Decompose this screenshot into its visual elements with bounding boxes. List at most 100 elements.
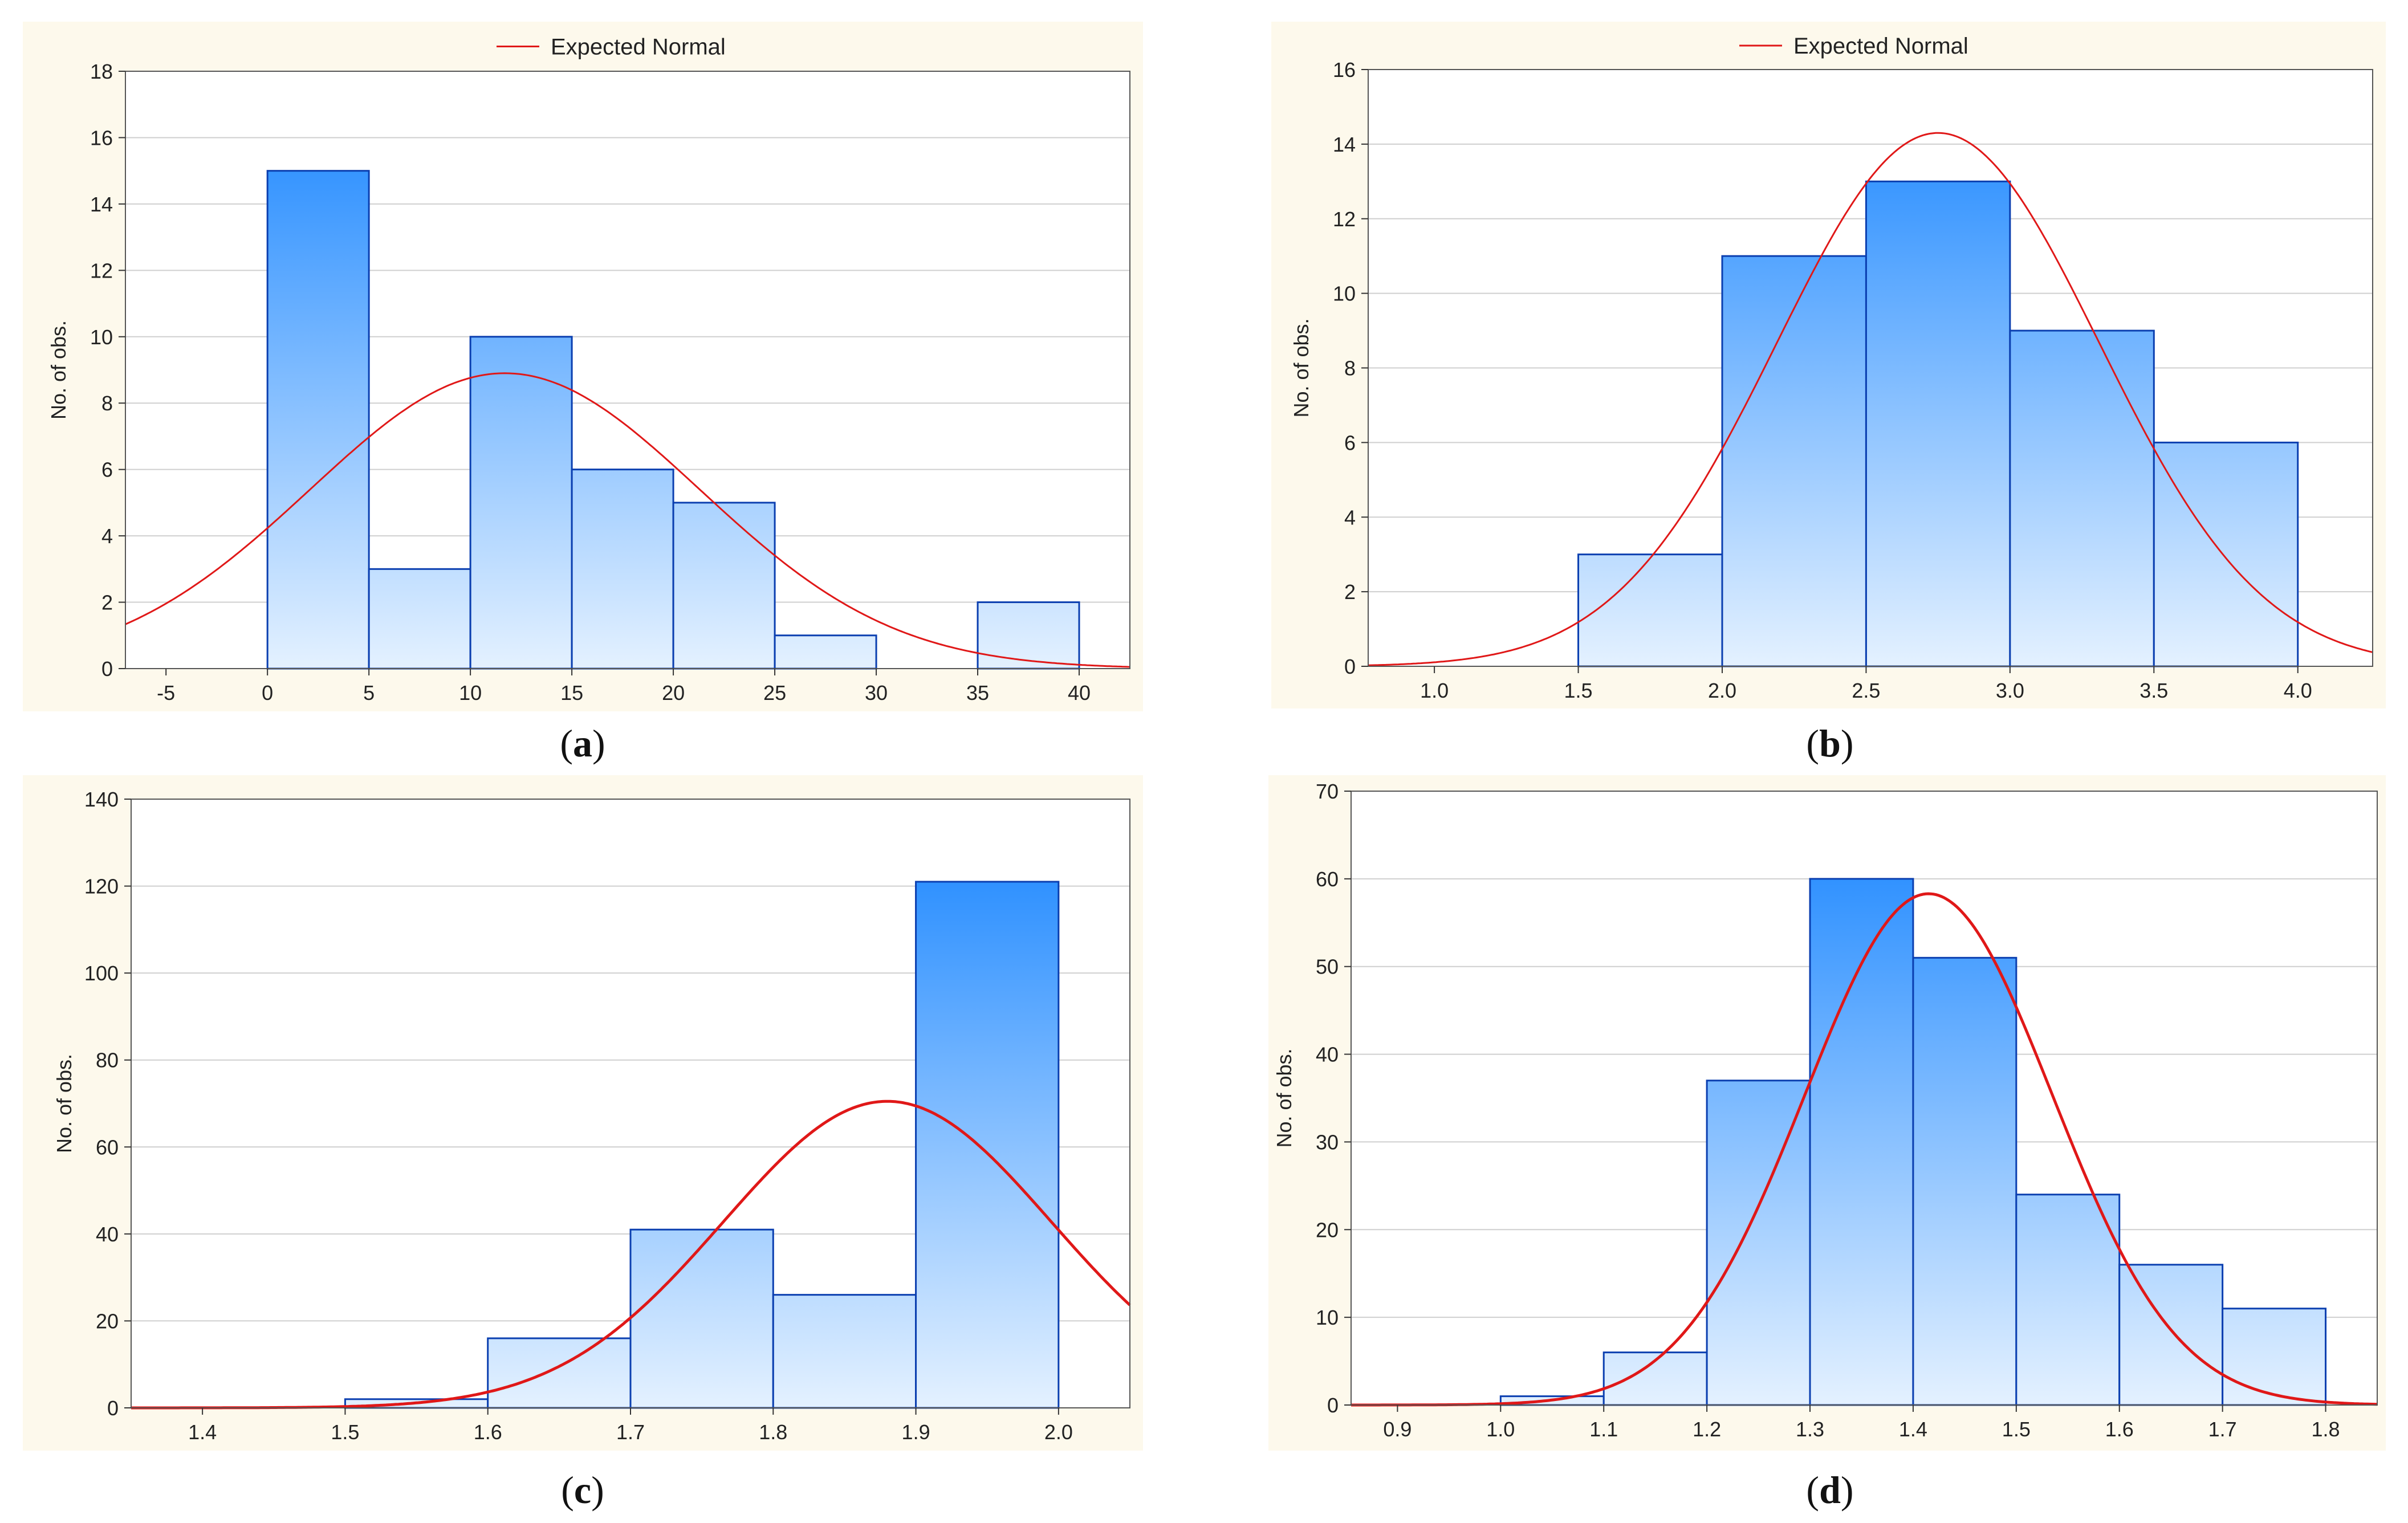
y-tick-label: 0	[101, 657, 113, 681]
y-tick-label: 100	[84, 962, 119, 985]
y-tick-label: 140	[84, 788, 119, 811]
caption-d-letter: d	[1819, 1468, 1841, 1512]
x-tick-label: 5	[363, 681, 375, 705]
histogram-bar	[977, 601, 1080, 670]
x-tick-label: 1.5	[331, 1420, 359, 1444]
x-tick-label: 0	[262, 681, 273, 705]
y-tick-label: 2	[101, 591, 113, 614]
plot-frame	[125, 71, 1130, 669]
y-tick-label: 16	[90, 126, 113, 149]
legend-label: Expected Normal	[1793, 34, 1968, 59]
y-tick-label: 18	[90, 60, 113, 83]
x-tick-label: 1.8	[2312, 1418, 2340, 1441]
caption-c-letter: c	[573, 1468, 592, 1512]
histogram-bar	[1577, 553, 1723, 667]
y-tick-label: 120	[84, 875, 119, 898]
y-tick-label: 20	[1316, 1218, 1339, 1241]
y-axis-label: No. of obs.	[1290, 318, 1313, 417]
y-tick-label: 4	[1344, 506, 1356, 529]
x-tick-label: 1.9	[902, 1420, 930, 1444]
histogram-bar	[629, 1228, 774, 1409]
caption-a-letter: a	[573, 722, 592, 765]
y-tick-label: 10	[1316, 1306, 1339, 1329]
x-tick-label: 3.0	[1996, 679, 2024, 702]
histogram-bar	[915, 881, 1060, 1409]
y-tick-label: 12	[1333, 207, 1356, 231]
x-tick-label: 10	[459, 681, 482, 705]
histogram-bar	[2015, 1194, 2121, 1406]
x-tick-label: 4.0	[2284, 679, 2312, 702]
histogram-bar	[571, 469, 674, 670]
y-tick-label: 14	[1333, 133, 1356, 156]
caption-d: (d)	[1806, 1468, 1854, 1512]
x-tick-label: 2.0	[1708, 679, 1736, 702]
x-tick-label: 1.4	[1899, 1418, 1927, 1441]
y-tick-label: 40	[1316, 1043, 1339, 1066]
y-tick-label: 8	[1344, 357, 1356, 380]
y-tick-label: 40	[96, 1223, 119, 1246]
y-tick-label: 0	[1344, 655, 1356, 678]
x-tick-label: 1.2	[1693, 1418, 1721, 1441]
histogram-bar	[2153, 441, 2299, 667]
histogram-bar	[2009, 329, 2155, 667]
y-tick-label: 12	[90, 259, 113, 282]
x-tick-label: 1.0	[1420, 679, 1449, 702]
chart-d: 0 10 20 30 40 50 60 70 0.9 1.0 1.1 1.2 1.3 1.4 1.5 1.6 1…	[1272, 780, 2378, 1441]
x-tick-label: 1.6	[474, 1420, 502, 1444]
histogram-bar	[672, 502, 776, 670]
caption-a: (a)	[560, 722, 605, 765]
y-axis-label: No. of obs.	[47, 320, 70, 420]
x-tick-label: 3.5	[2139, 679, 2168, 702]
chart-panel-c: 0 20 40 60 80 100 120 140 1.4 1.5 1.6 1.7 1.8 1.9 2.0 N…	[23, 775, 1143, 1451]
chart-panel-b: 0 2 4 6 8 10 12 14 16 1.0 1.5 2.0 2.5 3.0 3.5 4.0 No. of…	[1271, 22, 2386, 708]
x-tick-label: 1.7	[616, 1420, 645, 1444]
y-tick-label: 10	[1333, 282, 1356, 306]
caption-c: (c)	[561, 1468, 604, 1512]
legend-label: Expected Normal	[551, 35, 726, 60]
chart-panel-a: 0 2 4 6 8 10 12 14 16 18 -5 0 5 10 15 20 25 30 35 40 No. of …	[23, 22, 1143, 711]
histogram-bar	[772, 1294, 917, 1409]
x-tick-label: 1.4	[188, 1420, 217, 1444]
histogram-bar	[469, 336, 573, 670]
y-tick-label: 4	[101, 524, 113, 548]
y-tick-label: 0	[1327, 1394, 1339, 1417]
y-tick-label: 6	[1344, 431, 1356, 454]
plot-frame	[1351, 791, 2378, 1406]
chart-c: 0 20 40 60 80 100 120 140 1.4 1.5 1.6 1.7 1.8 1.9 2.0 N…	[52, 788, 1131, 1444]
histogram-bar	[1912, 956, 2017, 1406]
histogram-bar	[1721, 255, 1867, 667]
y-tick-label: 14	[90, 193, 113, 216]
chart-panel-d: 0 10 20 30 40 50 60 70 0.9 1.0 1.1 1.2 1.3 1.4 1.5 1.6 1…	[1268, 775, 2386, 1451]
y-tick-label: 6	[101, 458, 113, 482]
x-tick-label: 1.6	[2105, 1418, 2134, 1441]
expected-normal-curve	[1368, 132, 2373, 666]
y-axis-label: No. of obs.	[1272, 1048, 1296, 1147]
y-tick-label: 2	[1344, 580, 1356, 604]
expected-normal-curve	[1351, 892, 2378, 1407]
x-tick-label: 0.9	[1383, 1418, 1412, 1441]
x-tick-label: 1.0	[1486, 1418, 1515, 1441]
histogram-bar	[1865, 180, 2011, 667]
histogram-bar	[368, 568, 471, 670]
chart-a: 0 2 4 6 8 10 12 14 16 18 -5 0 5 10 15 20 25 30 35 40 No. of …	[47, 35, 1130, 705]
histogram-bar	[487, 1337, 632, 1409]
histogram-bar	[2222, 1308, 2327, 1406]
histogram-bar	[1809, 878, 1914, 1406]
x-tick-label: 1.3	[1796, 1418, 1824, 1441]
x-tick-label: 2.5	[1852, 679, 1880, 702]
caption-b: (b)	[1806, 722, 1854, 765]
y-tick-label: 30	[1316, 1130, 1339, 1154]
expected-normal-curve	[125, 372, 1130, 668]
y-tick-label: 60	[1316, 868, 1339, 891]
y-tick-label: 0	[107, 1396, 119, 1420]
y-tick-label: 80	[96, 1049, 119, 1072]
x-tick-label: 1.5	[2002, 1418, 2031, 1441]
x-tick-label: 30	[865, 681, 888, 705]
y-tick-label: 8	[101, 392, 113, 415]
histogram-bar	[774, 634, 877, 670]
histogram-bar	[266, 170, 370, 670]
x-tick-label: 1.5	[1564, 679, 1593, 702]
x-tick-label: 2.0	[1044, 1420, 1073, 1444]
y-tick-label: 70	[1316, 780, 1339, 803]
histogram-bar	[1706, 1080, 1811, 1406]
